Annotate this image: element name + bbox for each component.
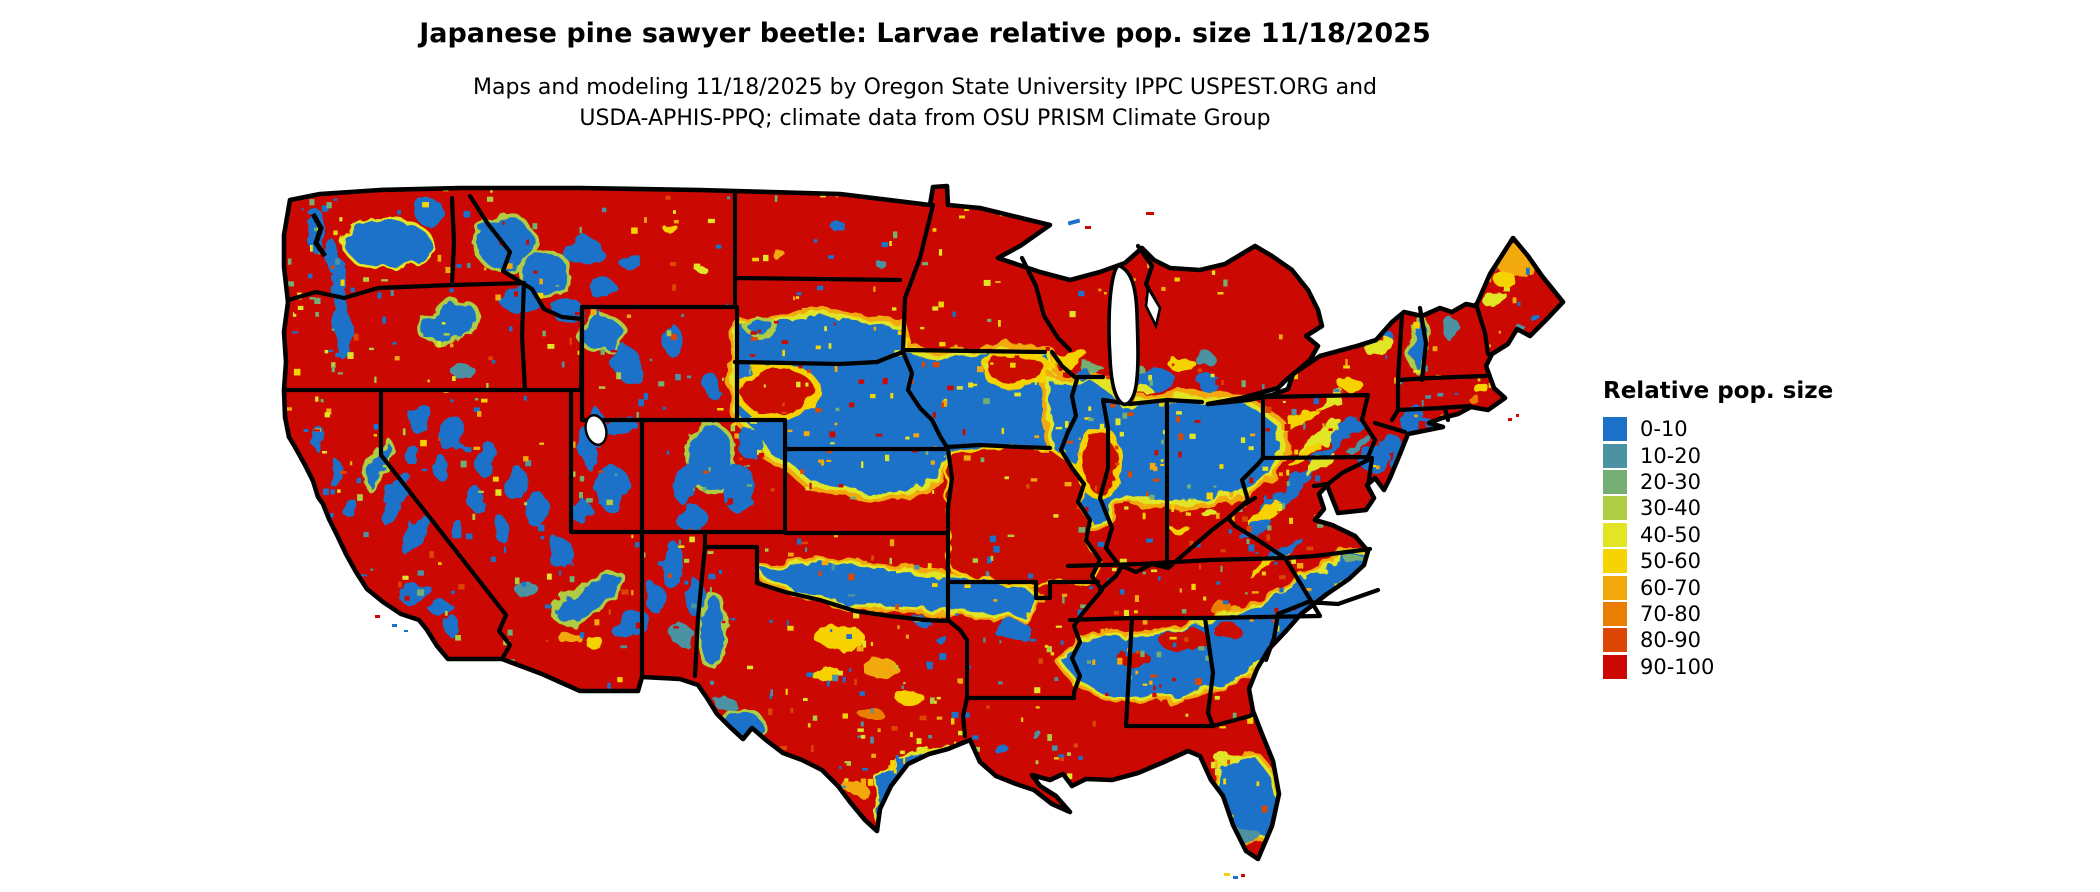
legend-item: 20-30: [1603, 469, 1833, 495]
legend-swatch: [1603, 575, 1627, 600]
map-raster: [284, 186, 1563, 859]
legend-label: 20-30: [1640, 469, 1702, 494]
legend-item: 90-100: [1603, 654, 1833, 680]
legend-swatch: [1603, 522, 1627, 547]
legend-items: 0-10 10-20 20-30 30-40 40-50 50-60 60-70 70-80 8…: [1603, 416, 1833, 680]
legend-item: 30-40: [1603, 495, 1833, 521]
legend-label: 40-50: [1640, 522, 1702, 547]
legend-label: 70-80: [1640, 601, 1702, 626]
legend-item: 70-80: [1603, 601, 1833, 627]
legend-item: 10-20: [1603, 442, 1833, 468]
us-map-svg: [281, 183, 1566, 879]
legend-swatch: [1603, 549, 1627, 574]
map-base-high: [284, 186, 1563, 859]
legend-item: 0-10: [1603, 416, 1833, 442]
legend-title: Relative pop. size: [1603, 378, 1834, 404]
legend-swatch: [1603, 654, 1627, 679]
legend-swatch: [1603, 443, 1627, 468]
legend-item: 80-90: [1603, 627, 1833, 653]
legend-label: 60-70: [1640, 575, 1702, 600]
island-specks: [375, 212, 1519, 879]
legend-label: 50-60: [1640, 549, 1702, 574]
page-subtitle: Maps and modeling 11/18/2025 by Oregon S…: [275, 72, 1575, 134]
legend-swatch: [1603, 417, 1627, 442]
subtitle-line-1: Maps and modeling 11/18/2025 by Oregon S…: [473, 75, 1377, 100]
legend-swatch: [1603, 496, 1627, 521]
puget-sound: [310, 212, 328, 258]
legend-item: 60-70: [1603, 574, 1833, 600]
page-title: Japanese pine sawyer beetle: Larvae rela…: [419, 18, 1431, 49]
green-bay: [1144, 284, 1162, 330]
map-legend: Relative pop. size 0-10 10-20 20-30 30-40 40…: [1603, 378, 1833, 680]
legend-item: 40-50: [1603, 522, 1833, 548]
us-population-map: [280, 168, 1570, 890]
legend-label: 10-20: [1640, 443, 1702, 468]
legend-item: 50-60: [1603, 548, 1833, 574]
legend-label: 30-40: [1640, 496, 1702, 521]
legend-swatch: [1603, 469, 1627, 494]
legend-swatch: [1603, 601, 1627, 626]
legend-swatch: [1603, 628, 1627, 653]
great-salt-lake: [584, 414, 608, 446]
lake-michigan: [1107, 264, 1140, 407]
legend-label: 90-100: [1640, 654, 1715, 679]
subtitle-line-2: USDA-APHIS-PPQ; climate data from OSU PR…: [579, 106, 1271, 131]
legend-label: 0-10: [1640, 417, 1688, 442]
legend-label: 80-90: [1640, 628, 1702, 653]
us-outline: [281, 183, 1566, 862]
state-borders: [281, 189, 1491, 739]
